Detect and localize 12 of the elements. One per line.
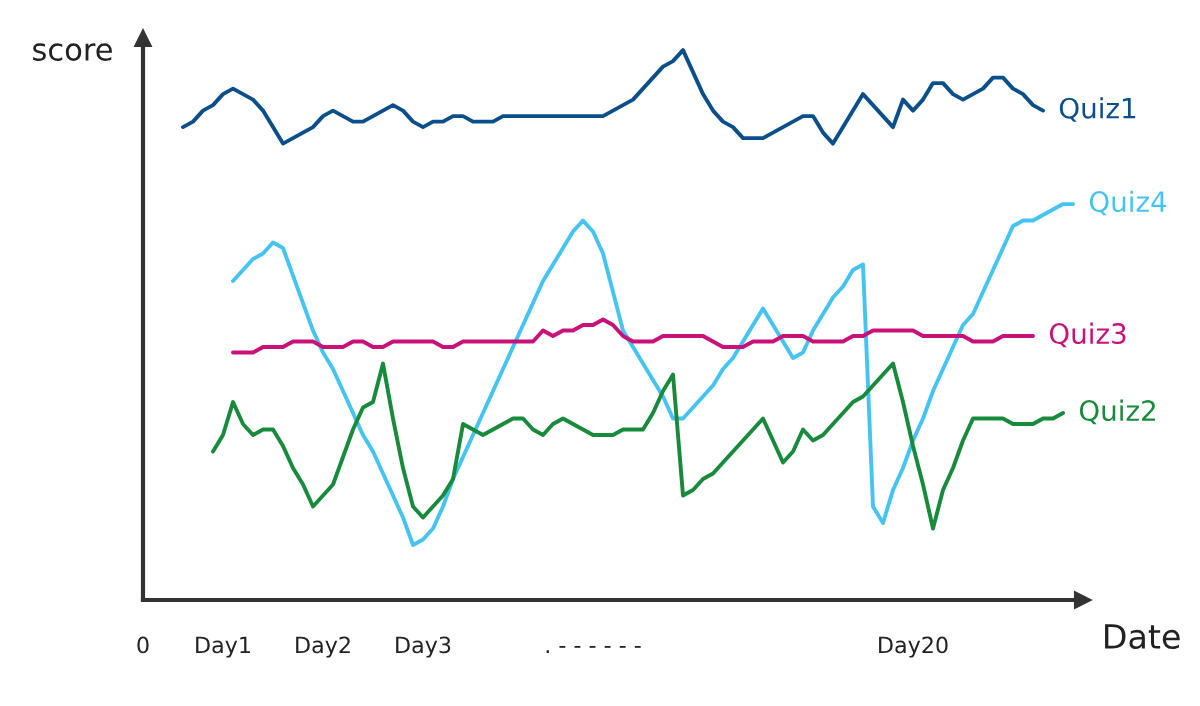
- series-label: Quiz4: [1089, 190, 1167, 216]
- x-tick-label: Day20: [879, 636, 948, 658]
- y-axis-title: score: [33, 43, 112, 61]
- series-label: Quiz1: [1059, 97, 1136, 122]
- x-tick-label: Day3: [396, 636, 451, 658]
- series-label: Quiz3: [1049, 322, 1126, 348]
- x-tick-label: 0: [137, 636, 149, 654]
- series-label: Quiz2: [1079, 399, 1155, 425]
- x-axis-title: Date: [1105, 624, 1180, 650]
- x-tick-label: . - - - - - -: [546, 646, 641, 653]
- x-tick-label: Day1: [196, 636, 250, 658]
- x-tick-label: Day2: [296, 636, 350, 658]
